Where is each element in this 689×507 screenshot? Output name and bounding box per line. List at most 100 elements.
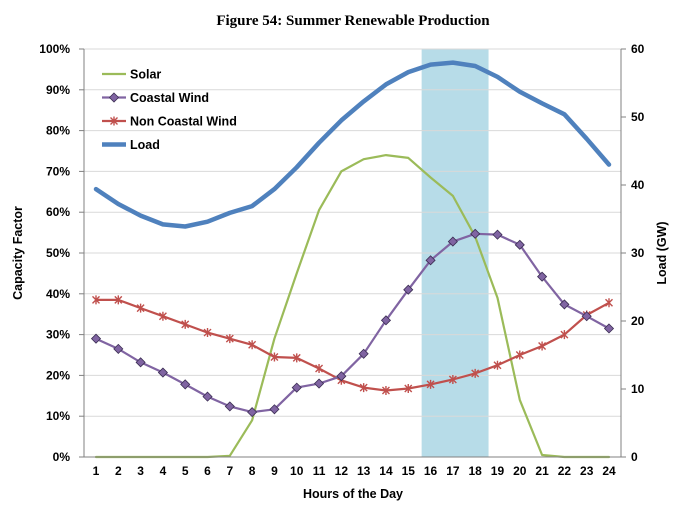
y-tick-label-left: 70% xyxy=(46,164,70,178)
legend-item-load: Load xyxy=(102,138,160,152)
series-coastal-wind xyxy=(90,228,615,418)
gridlines xyxy=(79,48,626,458)
y-axis-label-right: Load (GW) xyxy=(655,221,669,284)
data-point-non-coastal-wind xyxy=(203,328,212,338)
legend-label-solar: Solar xyxy=(130,68,161,82)
data-point-coastal-wind xyxy=(157,367,168,378)
x-tick-label: 19 xyxy=(491,464,505,478)
legend: Solar Coastal Wind Non Coastal Wind Load xyxy=(102,68,237,152)
data-point-coastal-wind xyxy=(269,404,280,415)
series-line-load xyxy=(93,60,612,229)
series-load xyxy=(93,60,612,229)
y-tick-label-right: 20 xyxy=(631,314,645,328)
data-point-coastal-wind xyxy=(113,343,124,354)
data-point-coastal-wind xyxy=(537,271,548,282)
x-tick-label: 20 xyxy=(513,464,527,478)
x-tick-label: 18 xyxy=(468,464,482,478)
data-point-coastal-wind xyxy=(425,255,436,266)
data-point-coastal-wind xyxy=(403,284,414,295)
data-point-coastal-wind xyxy=(603,323,615,334)
legend-label-non-coastal-wind: Non Coastal Wind xyxy=(130,115,237,129)
y-tick-label-left: 0% xyxy=(53,450,71,464)
legend-marker-non-coastal-wind xyxy=(110,116,118,126)
series-layer xyxy=(90,60,615,459)
data-point-non-coastal-wind xyxy=(359,383,368,393)
data-point-non-coastal-wind xyxy=(426,379,435,389)
y-tick-label-left: 40% xyxy=(46,287,70,301)
data-point-coastal-wind xyxy=(224,401,235,412)
y-tick-label-left: 90% xyxy=(46,83,70,97)
data-point-coastal-wind xyxy=(559,299,570,310)
x-tick-label: 23 xyxy=(580,464,594,478)
data-point-non-coastal-wind xyxy=(315,363,324,373)
data-point-non-coastal-wind xyxy=(560,330,569,340)
x-tick-label: 10 xyxy=(290,464,304,478)
data-point-coastal-wind xyxy=(313,378,325,389)
x-tick-label: 9 xyxy=(271,464,278,478)
series-line-coastal-wind xyxy=(94,232,611,414)
x-tick-label: 22 xyxy=(558,464,572,478)
data-point-non-coastal-wind xyxy=(270,352,279,362)
series-non-coastal-wind xyxy=(92,295,613,395)
data-point-coastal-wind xyxy=(291,382,302,393)
data-point-non-coastal-wind xyxy=(538,341,547,351)
legend-item-coastal-wind: Coastal Wind xyxy=(102,91,209,105)
data-point-coastal-wind xyxy=(90,333,102,344)
x-tick-label: 17 xyxy=(446,464,460,478)
data-point-non-coastal-wind xyxy=(181,319,190,329)
data-point-non-coastal-wind xyxy=(448,374,457,384)
data-point-coastal-wind xyxy=(447,236,458,247)
data-point-non-coastal-wind xyxy=(471,368,480,378)
x-tick-labels: 1 2 3 4 5 6 7 8 9 10 11 12 13 14 15 16 17 18 19 20 21 22 23 24 xyxy=(93,464,616,478)
data-point-non-coastal-wind xyxy=(515,350,524,360)
x-tick-label: 5 xyxy=(182,464,189,478)
series-solar xyxy=(94,154,611,459)
y-tick-label-left: 10% xyxy=(46,409,70,423)
data-point-non-coastal-wind xyxy=(225,334,234,344)
left-tick-labels: 0% 10% 20% 30% 40% 50% 60% 70% 80% 90% 100% xyxy=(39,42,70,464)
x-axis-label: Hours of the Day xyxy=(303,487,403,501)
data-point-coastal-wind xyxy=(135,357,146,368)
data-point-non-coastal-wind xyxy=(158,311,167,321)
data-point-non-coastal-wind xyxy=(381,385,390,395)
x-tick-label: 12 xyxy=(335,464,349,478)
data-point-coastal-wind xyxy=(336,371,347,382)
data-point-non-coastal-wind xyxy=(605,298,613,308)
data-point-non-coastal-wind xyxy=(493,360,502,370)
y-tick-label-right: 10 xyxy=(631,382,645,396)
x-tick-label: 16 xyxy=(424,464,438,478)
y-axis-label-left: Capacity Factor xyxy=(11,206,25,300)
x-tick-label: 8 xyxy=(249,464,256,478)
data-point-coastal-wind xyxy=(514,239,525,250)
x-tick-label: 21 xyxy=(535,464,549,478)
data-point-non-coastal-wind xyxy=(114,295,123,305)
data-point-coastal-wind xyxy=(247,407,258,418)
y-tick-label-right: 0 xyxy=(631,450,638,464)
x-tick-label: 6 xyxy=(204,464,211,478)
y-tick-label-left: 80% xyxy=(46,124,70,138)
legend-label-coastal-wind: Coastal Wind xyxy=(130,91,209,105)
series-line-solar xyxy=(94,154,611,459)
y-tick-label-right: 60 xyxy=(631,42,645,56)
series-line-non-coastal-wind xyxy=(94,298,611,392)
data-point-non-coastal-wind xyxy=(292,353,301,363)
data-point-non-coastal-wind xyxy=(248,340,257,350)
right-tick-labels: 0 10 20 30 40 50 60 xyxy=(631,42,645,464)
data-point-non-coastal-wind xyxy=(136,303,145,313)
data-point-coastal-wind xyxy=(358,348,369,359)
legend-item-non-coastal-wind: Non Coastal Wind xyxy=(102,115,237,129)
data-point-coastal-wind xyxy=(470,228,481,239)
data-point-coastal-wind xyxy=(202,391,213,402)
y-tick-label-right: 30 xyxy=(631,246,645,260)
y-tick-label-left: 60% xyxy=(46,205,70,219)
x-tick-label: 7 xyxy=(226,464,233,478)
x-tick-label: 1 xyxy=(93,464,100,478)
y-tick-label-left: 100% xyxy=(39,42,70,56)
x-tick-label: 15 xyxy=(402,464,416,478)
y-tick-label-left: 30% xyxy=(46,328,70,342)
x-tick-label: 24 xyxy=(602,464,616,478)
x-tick-label: 13 xyxy=(357,464,371,478)
y-tick-label-left: 20% xyxy=(46,368,70,382)
data-point-coastal-wind xyxy=(380,315,392,326)
